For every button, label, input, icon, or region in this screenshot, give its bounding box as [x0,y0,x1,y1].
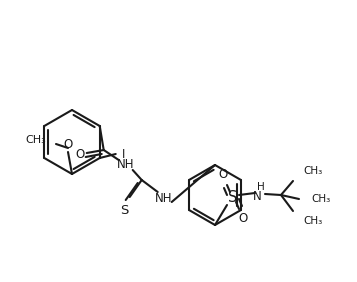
Text: CH₃: CH₃ [303,166,322,176]
Text: CH₃: CH₃ [311,194,330,204]
Text: S: S [228,190,238,204]
Text: O: O [75,147,84,160]
Text: O: O [64,138,72,151]
Text: N: N [253,190,261,202]
Text: O: O [238,213,248,226]
Text: S: S [121,204,129,217]
Text: O: O [218,169,228,182]
Text: NH: NH [155,191,172,204]
Text: CH₃: CH₃ [303,216,322,226]
Text: CH₃: CH₃ [25,135,46,145]
Text: I: I [122,147,125,160]
Text: H: H [257,182,265,192]
Text: NH: NH [117,158,135,171]
